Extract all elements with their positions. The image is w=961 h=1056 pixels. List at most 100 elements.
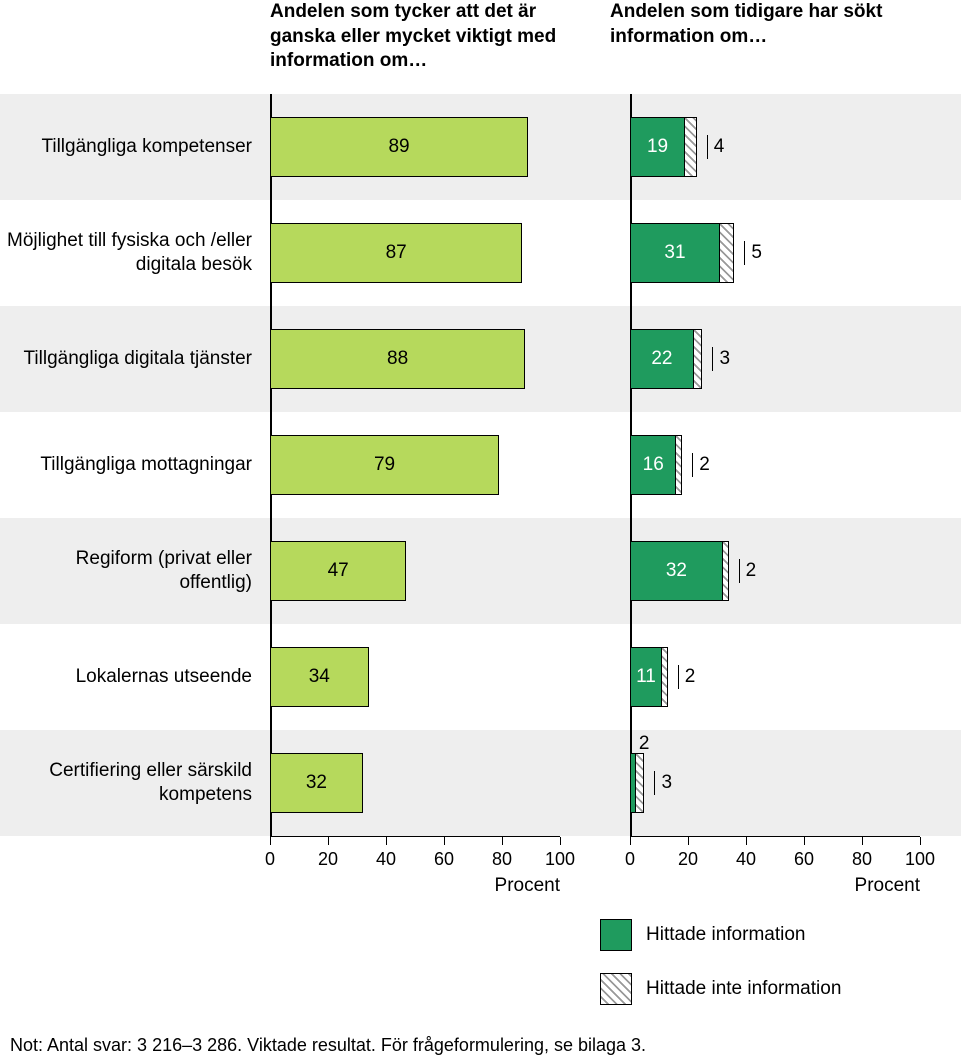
importance-bar: 34 (270, 647, 369, 707)
right-panel-cell: 11 2 (630, 624, 960, 730)
found-bar: 11 (630, 647, 662, 707)
legend-swatch-found (600, 919, 632, 951)
not-found-callout: 3 (712, 347, 730, 371)
importance-bar: 47 (270, 541, 406, 601)
tick-mark (630, 837, 631, 845)
right-panel-cell: 31 5 (630, 200, 960, 306)
tick-label: 80 (852, 849, 872, 870)
legend-swatch-not-found (600, 973, 632, 1005)
right-panel-header: Andelen som tidigare har sökt informatio… (610, 0, 950, 94)
not-found-callout: 5 (744, 241, 762, 265)
left-panel-cell: 88 (270, 306, 600, 412)
row-label: Möjlighet till fysiska och /eller digita… (0, 229, 270, 277)
tick-label: 40 (736, 849, 756, 870)
importance-bar: 87 (270, 223, 522, 283)
tick-label: 0 (265, 849, 275, 870)
not-found-bar (720, 223, 735, 283)
tick-mark (804, 837, 805, 845)
right-axis-title: Procent (630, 875, 920, 897)
chart-row: Regiform (privat eller offentlig)47 32 2 (0, 518, 961, 624)
legend-item-not-found: Hittade inte information (600, 973, 961, 1005)
found-bar: 22 (630, 329, 694, 389)
not-found-bar (636, 753, 645, 813)
row-label: Tillgängliga kompetenser (0, 135, 270, 159)
right-panel-cell: 19 4 (630, 94, 960, 200)
row-label: Regiform (privat eller offentlig) (0, 547, 270, 595)
row-label: Tillgängliga mottagningar (0, 453, 270, 477)
left-axis: 020406080100 Procent (270, 836, 600, 897)
tick-mark (502, 837, 503, 845)
chart-row: Tillgängliga kompetenser89 19 4 (0, 94, 961, 200)
legend-label-found: Hittade information (646, 924, 805, 946)
tick-label: 20 (678, 849, 698, 870)
tick-label: 80 (492, 849, 512, 870)
footnote: Not: Antal svar: 3 216–3 286. Viktade re… (0, 1035, 961, 1056)
right-ticks (630, 837, 920, 847)
chart-row: Lokalernas utseende34 11 2 (0, 624, 961, 730)
tick-mark (270, 837, 271, 845)
panel-headers: Andelen som tycker att det är ganska ell… (0, 0, 961, 94)
tick-label: 40 (376, 849, 396, 870)
left-panel-cell: 87 (270, 200, 600, 306)
right-tick-labels: 020406080100 (630, 849, 920, 873)
tick-label: 100 (905, 849, 935, 870)
not-found-callout: 2 (739, 559, 757, 583)
not-found-callout: 3 (654, 771, 672, 795)
left-panel-cell: 79 (270, 412, 600, 518)
not-found-bar (694, 329, 703, 389)
chart-row: Certifiering eller särskild kompetens323… (0, 730, 961, 836)
chart-row: Möjlighet till fysiska och /eller digita… (0, 200, 961, 306)
tick-label: 100 (545, 849, 575, 870)
not-found-bar (723, 541, 729, 601)
tick-mark (688, 837, 689, 845)
tick-mark (386, 837, 387, 845)
found-bar: 32 (630, 541, 723, 601)
right-panel-cell: 32 2 (630, 518, 960, 624)
not-found-callout: 2 (678, 665, 696, 689)
dual-panel-bar-chart: Andelen som tycker att det är ganska ell… (0, 0, 961, 1056)
tick-mark (328, 837, 329, 845)
left-axis-title: Procent (270, 875, 560, 897)
row-label: Lokalernas utseende (0, 665, 270, 689)
left-ticks (270, 837, 560, 847)
importance-bar: 89 (270, 117, 528, 177)
tick-mark (560, 837, 561, 845)
left-panel-cell: 89 (270, 94, 600, 200)
right-panel-cell: 32 (630, 730, 960, 836)
legend: Hittade information Hittade inte informa… (0, 919, 961, 1005)
found-bar: 16 (630, 435, 676, 495)
right-panel-cell: 16 2 (630, 412, 960, 518)
left-panel-cell: 34 (270, 624, 600, 730)
tick-label: 60 (434, 849, 454, 870)
not-found-bar (662, 647, 668, 707)
left-panel-cell: 32 (270, 730, 600, 836)
left-panel-cell: 47 (270, 518, 600, 624)
tick-label: 20 (318, 849, 338, 870)
right-panel-cell: 22 3 (630, 306, 960, 412)
chart-row: Tillgängliga digitala tjänster88 22 3 (0, 306, 961, 412)
not-found-callout: 2 (692, 453, 710, 477)
found-value-callout: 2 (639, 733, 650, 755)
right-axis: 020406080100 Procent (630, 836, 960, 897)
found-bar: 31 (630, 223, 720, 283)
tick-mark (444, 837, 445, 845)
importance-bar: 32 (270, 753, 363, 813)
x-axes: 0 20 40 60 80 100 Procent 0 20 40 60 80 100 Procen… (0, 836, 961, 897)
tick-label: 0 (625, 849, 635, 870)
row-label: Tillgängliga digitala tjänster (0, 347, 270, 371)
legend-item-found: Hittade information (600, 919, 961, 951)
importance-bar: 88 (270, 329, 525, 389)
not-found-callout: 4 (707, 135, 725, 159)
found-bar: 19 (630, 117, 685, 177)
tick-mark (746, 837, 747, 845)
tick-label: 60 (794, 849, 814, 870)
left-panel-header: Andelen som tycker att det är ganska ell… (270, 0, 610, 94)
left-tick-labels: 020406080100 (270, 849, 560, 873)
chart-rows: Tillgängliga kompetenser89 19 4 Möjlighet t… (0, 94, 961, 836)
tick-mark (920, 837, 921, 845)
tick-mark (862, 837, 863, 845)
chart-row: Tillgängliga mottagningar79 16 2 (0, 412, 961, 518)
not-found-bar (685, 117, 697, 177)
importance-bar: 79 (270, 435, 499, 495)
not-found-bar (676, 435, 682, 495)
